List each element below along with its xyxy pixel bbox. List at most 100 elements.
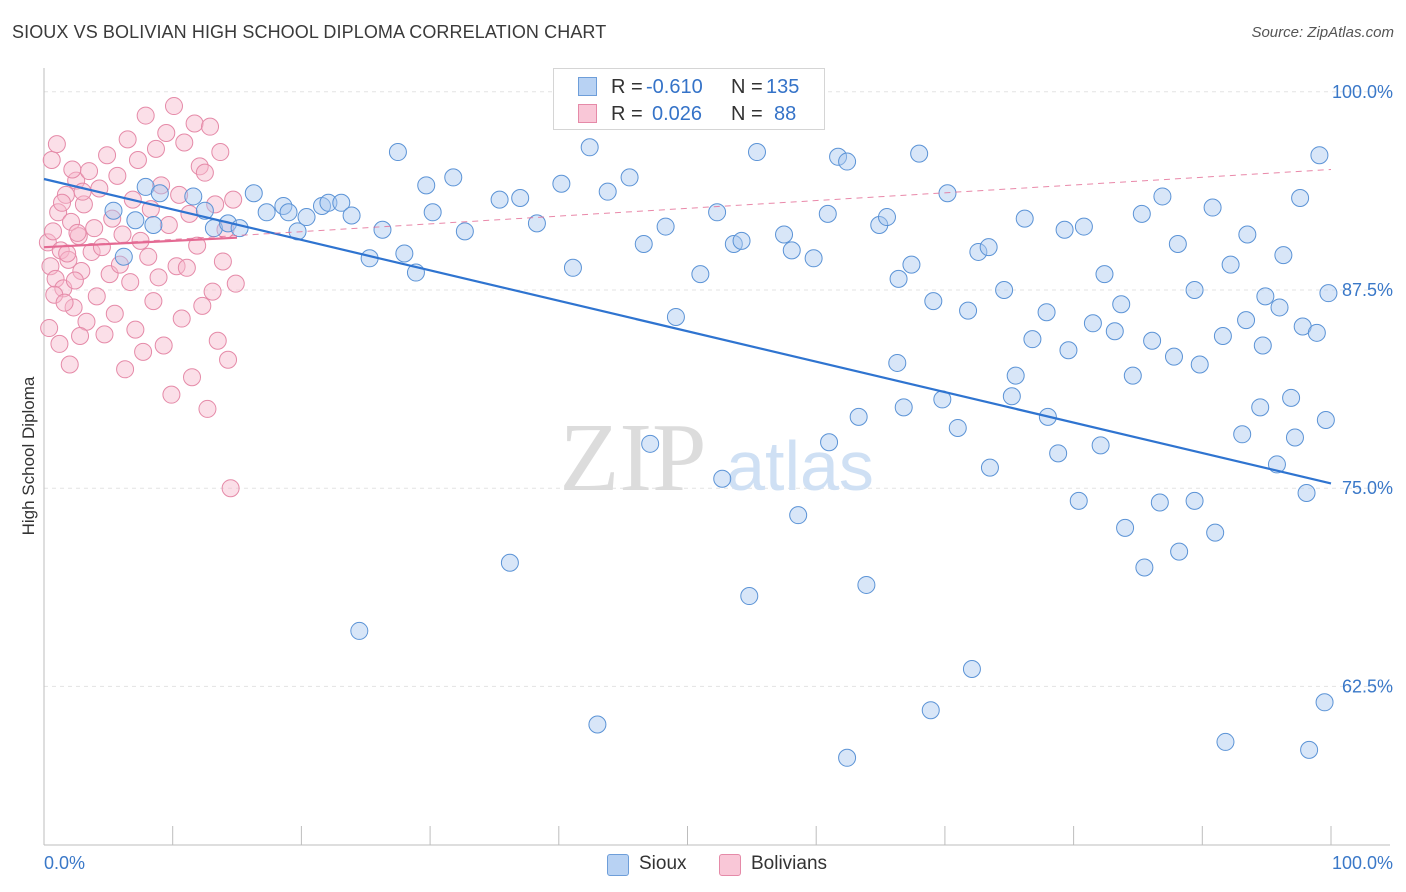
sioux-point (1233, 425, 1252, 444)
sioux-point (1238, 225, 1257, 244)
sioux-point (1203, 198, 1222, 217)
bolivian-point (82, 242, 101, 261)
sioux-point (580, 138, 599, 157)
sioux-point (455, 222, 474, 241)
stats-row-sioux: R = -0.610 N = 135 (554, 74, 824, 100)
bolivian-point (85, 219, 104, 238)
bolivian-point (134, 342, 153, 361)
sioux-swatch (607, 854, 629, 876)
sioux-point (563, 258, 582, 277)
sioux-point (527, 214, 546, 233)
bolivian-point (208, 331, 227, 350)
sioux-point (126, 211, 145, 230)
sioux-point (257, 203, 276, 222)
sioux-point (910, 144, 929, 163)
sioux-point (297, 208, 316, 227)
sioux-point (1135, 558, 1154, 577)
bolivian-point (108, 166, 127, 185)
sioux-point (1307, 323, 1326, 342)
sioux-point (1251, 398, 1270, 417)
y-tick-label: 100.0% (1332, 82, 1393, 102)
sioux-point (1074, 217, 1093, 236)
sioux-point (150, 184, 169, 203)
sioux-points (104, 138, 1338, 767)
sioux-point (1256, 287, 1275, 306)
bolivian-point (49, 203, 68, 222)
sioux-point (666, 307, 685, 326)
sioux-point (634, 235, 653, 254)
n-value: 135 (766, 76, 800, 98)
bolivian-point (40, 319, 59, 338)
bolivian-point (149, 268, 168, 287)
sioux-point (1123, 366, 1142, 385)
sioux-point (1006, 366, 1025, 385)
sioux-point (959, 301, 978, 320)
sioux-point (500, 553, 519, 572)
axes (43, 68, 1390, 846)
sioux-point (279, 203, 298, 222)
sioux-point (962, 659, 981, 678)
sioux-point (1153, 187, 1172, 206)
bolivian-point (159, 215, 178, 234)
sioux-point (1055, 220, 1074, 239)
bolivian-point (188, 236, 207, 255)
sioux-point (1164, 347, 1183, 366)
sioux-point (747, 143, 766, 162)
bolivian-point (139, 247, 158, 266)
sioux-point (1116, 518, 1135, 537)
bolivian-point (87, 287, 106, 306)
bolivian-point (92, 238, 111, 257)
bolivian-point (121, 273, 140, 292)
sioux-point (938, 184, 957, 203)
sioux-point (1319, 284, 1338, 303)
sioux-point (1069, 491, 1088, 510)
sioux-point (732, 231, 751, 250)
bolivian-point (59, 250, 78, 269)
sioux-point (870, 215, 889, 234)
bottom-legend: Sioux Bolivians (0, 852, 1406, 878)
sioux-point (775, 225, 794, 244)
sioux-point (598, 182, 617, 201)
tick-labels: 62.5% 75.0% 87.5% 100.0% 0.0% 100.0% (44, 82, 1393, 873)
bolivian-point (58, 244, 77, 263)
bolivian-point (98, 146, 117, 165)
sioux-point (319, 193, 338, 212)
n-label: N = (731, 76, 763, 98)
bolivian-point (128, 150, 147, 169)
sioux-point (244, 184, 263, 203)
sioux-point (230, 219, 249, 238)
sioux-point (1168, 235, 1187, 254)
bolivian-point (105, 304, 124, 323)
sioux-point (1015, 209, 1034, 228)
sioux-point (1237, 311, 1256, 330)
bolivian-point (219, 350, 238, 369)
bolivian-point (126, 320, 145, 339)
sioux-point (902, 255, 921, 274)
sioux-point (1221, 255, 1240, 274)
sioux-swatch (578, 77, 597, 96)
sioux-point (889, 269, 908, 288)
watermark: ZIP atlas (560, 404, 874, 512)
r-value: 0.026 (652, 103, 703, 125)
sioux-point (924, 292, 943, 311)
bolivian-swatch (578, 104, 597, 123)
sioux-point (713, 469, 732, 488)
sioux-point (1143, 331, 1162, 350)
sioux-point (350, 621, 369, 640)
sioux-point (1315, 693, 1334, 712)
sioux-point (1316, 411, 1335, 430)
bolivian-trend-line (43, 236, 238, 249)
x-tick-label: 0.0% (44, 853, 85, 873)
bolivian-point (60, 355, 79, 374)
sioux-point (1112, 295, 1131, 314)
n-label: N = (731, 103, 763, 125)
sioux-point (1185, 491, 1204, 510)
sioux-point (388, 143, 407, 162)
bolivian-point (221, 479, 240, 498)
sioux-point (641, 434, 660, 453)
sioux-point (1282, 388, 1301, 407)
bolivian-point (201, 117, 220, 136)
bolivian-point (53, 193, 72, 212)
sioux-point (490, 190, 509, 209)
